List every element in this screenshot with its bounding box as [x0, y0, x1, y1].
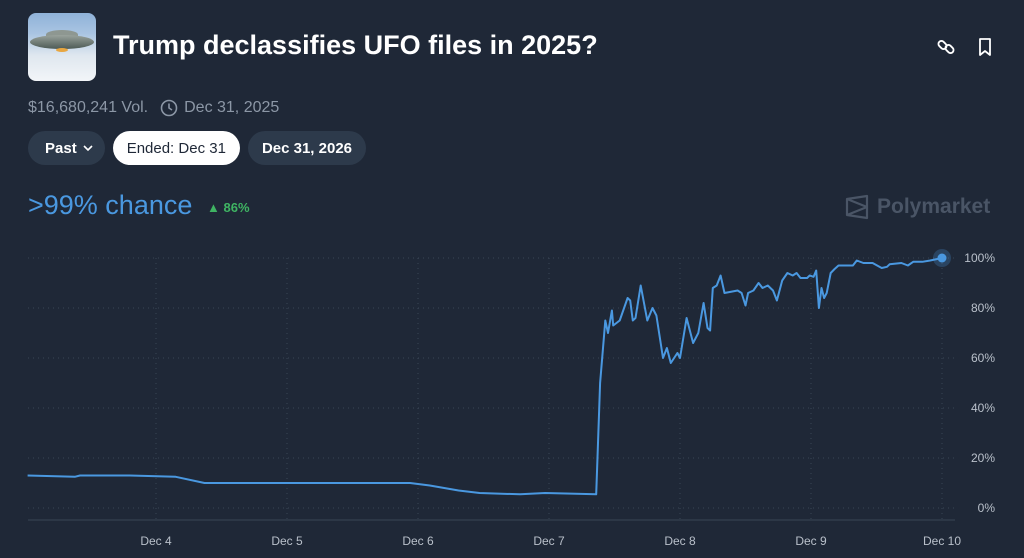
past-dropdown[interactable]: Past: [28, 131, 105, 165]
y-tick-label: 100%: [964, 251, 995, 265]
y-tick-label: 80%: [971, 301, 995, 315]
x-tick-label: Dec 6: [402, 534, 434, 548]
polymarket-logo-icon: [845, 194, 869, 220]
pill-label: Ended: Dec 31: [126, 139, 226, 157]
y-tick-label: 20%: [971, 451, 995, 465]
price-line: [27, 257, 943, 496]
change-value: 86%: [223, 200, 250, 215]
chance-value: >99% chance: [28, 190, 193, 220]
x-tick-label: Dec 10: [923, 534, 961, 548]
clock-icon: [160, 99, 178, 117]
link-icon[interactable]: [936, 37, 956, 57]
last-point-marker: [937, 253, 947, 263]
change-badge: ▲ 86%: [207, 200, 250, 215]
y-tick-label: 40%: [971, 401, 995, 415]
pill-label: Dec 31, 2026: [261, 139, 353, 157]
brand-name: Polymarket: [877, 195, 991, 218]
past-label: Past: [45, 139, 77, 157]
x-tick-label: Dec 4: [140, 534, 172, 548]
y-tick-label: 60%: [971, 351, 995, 365]
x-tick-label: Dec 5: [271, 534, 303, 548]
pill-dec-31-2026[interactable]: Dec 31, 2026: [247, 131, 367, 165]
y-tick-label: 0%: [978, 501, 996, 515]
pill-ended-dec-31[interactable]: Ended: Dec 31: [112, 131, 240, 165]
bookmark-icon[interactable]: [975, 37, 995, 57]
market-meta: $16,680,241 Vol. Dec 31, 2025: [28, 99, 279, 117]
chevron-down-icon: [83, 145, 93, 152]
x-tick-label: Dec 7: [533, 534, 565, 548]
date-pills: Past Ended: Dec 31 Dec 31, 2026: [28, 131, 367, 165]
x-tick-label: Dec 8: [664, 534, 696, 548]
volume: $16,680,241 Vol.: [28, 99, 149, 116]
market-thumbnail: [28, 13, 96, 81]
market-title: Trump declassifies UFO files in 2025?: [113, 30, 598, 60]
polymarket-logo: Polymarket: [845, 194, 990, 220]
x-tick-label: Dec 9: [795, 534, 827, 548]
end-date: Dec 31, 2025: [184, 99, 280, 116]
